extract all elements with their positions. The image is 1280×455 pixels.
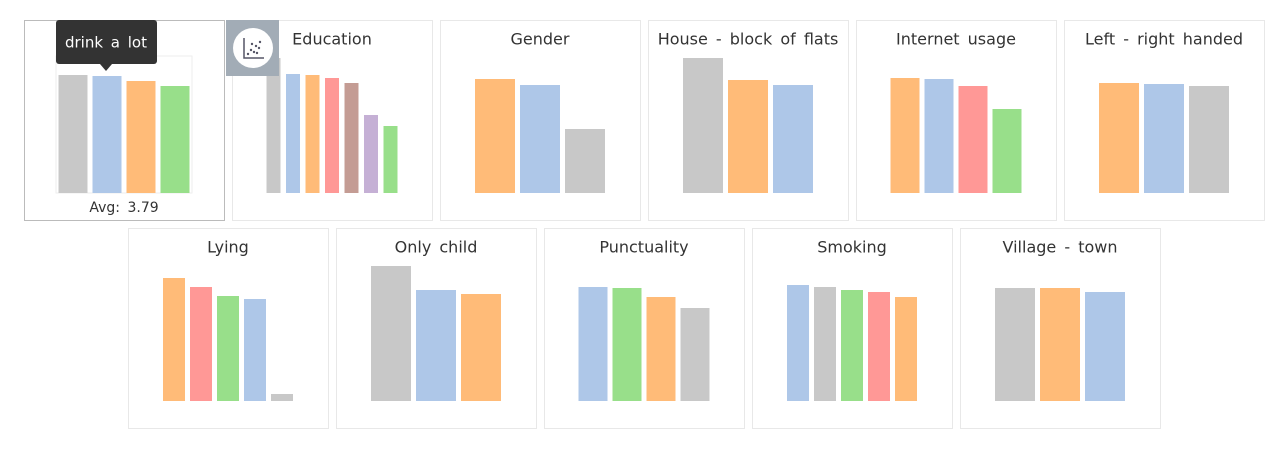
bar[interactable] (995, 288, 1035, 401)
chart-card[interactable]: Smoking (752, 228, 953, 429)
tooltip-arrow (100, 64, 112, 71)
bar[interactable] (520, 85, 560, 193)
bar[interactable] (868, 292, 890, 401)
icon-dot (257, 46, 261, 50)
tooltip: drink a lot (56, 20, 157, 71)
bar[interactable] (728, 80, 768, 193)
bar[interactable] (992, 109, 1022, 193)
bar[interactable] (416, 290, 456, 401)
chart-card[interactable]: Internet usage (856, 20, 1057, 221)
bar[interactable] (126, 81, 156, 193)
tooltip-text: drink a lot (65, 34, 147, 52)
bar[interactable] (58, 75, 88, 193)
chart-card[interactable]: Only child (336, 228, 537, 429)
icon-circle (233, 28, 273, 68)
bar[interactable] (475, 79, 515, 193)
bar[interactable] (612, 288, 642, 401)
chart-title: Only child (395, 238, 478, 257)
icon-dot (246, 52, 250, 56)
bar[interactable] (190, 287, 212, 401)
chart-card[interactable]: House - block of flats (648, 20, 849, 221)
card-border (856, 20, 1057, 221)
card-border (544, 228, 745, 429)
bar[interactable] (773, 85, 813, 193)
bar[interactable] (461, 294, 501, 401)
chart-title: Lying (207, 238, 249, 257)
bar[interactable] (271, 394, 293, 401)
icon-dot (252, 50, 256, 54)
chart-card[interactable]: Punctuality (544, 228, 745, 429)
bar[interactable] (344, 83, 359, 193)
chart-card[interactable]: Education (232, 20, 433, 221)
bar[interactable] (895, 297, 917, 401)
chart-title: Left - right handed (1085, 30, 1243, 49)
chart-title: Village - town (1003, 238, 1118, 257)
bar[interactable] (383, 126, 398, 193)
bar[interactable] (305, 75, 320, 193)
chart-type-icon[interactable] (226, 20, 279, 76)
bar[interactable] (1085, 292, 1125, 401)
bar[interactable] (841, 290, 863, 401)
bar[interactable] (163, 278, 185, 401)
bar[interactable] (814, 287, 836, 401)
chart-title: House - block of flats (658, 30, 839, 49)
bar[interactable] (683, 58, 723, 193)
icon-dot (254, 44, 258, 48)
chart-card[interactable]: Left - right handed (1064, 20, 1265, 221)
icon-axes (243, 38, 264, 59)
bar[interactable] (160, 86, 190, 193)
bar[interactable] (787, 285, 809, 401)
bar[interactable] (924, 79, 954, 193)
chart-title: Education (292, 30, 372, 49)
bar[interactable] (266, 58, 281, 193)
bar[interactable] (565, 129, 605, 193)
bar[interactable] (890, 78, 920, 193)
chart-card[interactable]: Lying (128, 228, 329, 429)
bar[interactable] (1099, 83, 1139, 193)
bar[interactable] (680, 308, 710, 401)
bar[interactable] (244, 299, 266, 401)
icon-dot (250, 42, 254, 46)
chart-card[interactable]: Village - town (960, 228, 1161, 429)
chart-title: Gender (511, 30, 570, 49)
chart-title: Smoking (817, 238, 887, 257)
bar[interactable] (958, 86, 988, 193)
bar[interactable] (1189, 86, 1229, 193)
icon-dot (249, 48, 253, 52)
average-label: Avg: 3.79 (89, 200, 158, 216)
tooltip-box (56, 20, 157, 64)
bar[interactable] (371, 266, 411, 401)
bar[interactable] (578, 287, 608, 401)
chart-title: Internet usage (896, 30, 1016, 49)
bar[interactable] (1144, 84, 1184, 193)
icon-dot (255, 51, 259, 55)
bar[interactable] (217, 296, 239, 401)
bar[interactable] (325, 78, 339, 193)
icon-dot (258, 40, 262, 44)
bar[interactable] (92, 76, 122, 193)
bar[interactable] (1040, 288, 1080, 401)
bar[interactable] (286, 74, 300, 193)
bar[interactable] (646, 297, 676, 401)
chart-card[interactable]: Gender (440, 20, 641, 221)
chart-title: Punctuality (599, 238, 688, 257)
bar[interactable] (364, 115, 378, 193)
